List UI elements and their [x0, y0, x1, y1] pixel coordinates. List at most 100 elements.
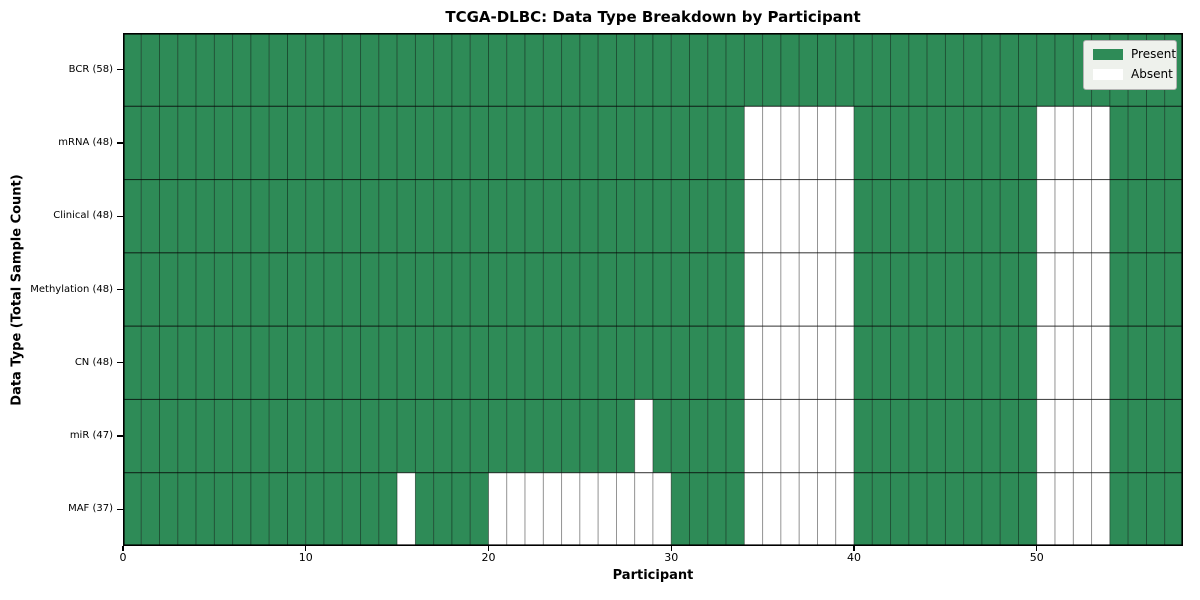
heatmap-cell — [287, 398, 307, 474]
heatmap-cell — [798, 325, 818, 400]
heatmap-cell — [871, 325, 892, 400]
heatmap-cell — [853, 325, 873, 400]
heatmap-cell — [762, 398, 782, 474]
heatmap-cell — [561, 252, 581, 327]
heatmap-cell — [524, 33, 544, 107]
heatmap-cell — [1091, 105, 1111, 181]
heatmap-cell — [232, 105, 252, 181]
heatmap-cell — [1164, 398, 1183, 474]
heatmap-cell — [780, 33, 800, 107]
heatmap-cell — [634, 33, 654, 107]
heatmap-cell — [762, 179, 782, 254]
y-tick-mark — [117, 142, 123, 144]
heatmap-cell — [670, 179, 691, 254]
heatmap-cell — [963, 33, 983, 107]
heatmap-cell — [1127, 105, 1147, 181]
heatmap-cell — [1018, 325, 1038, 400]
heatmap-cell — [743, 398, 764, 474]
heatmap-cell — [1109, 105, 1129, 181]
heatmap-cell — [378, 179, 398, 254]
heatmap-cell — [670, 105, 691, 181]
heatmap-cell — [177, 472, 197, 546]
plot-area — [123, 33, 1183, 546]
heatmap-cell — [670, 33, 691, 107]
heatmap-cell — [798, 105, 818, 181]
heatmap-cell — [268, 33, 288, 107]
heatmap-cell — [123, 325, 142, 400]
heatmap-cell — [140, 252, 161, 327]
heatmap-cell — [341, 33, 362, 107]
heatmap-cell — [963, 398, 983, 474]
heatmap-cell — [1091, 398, 1111, 474]
heatmap-cell — [798, 252, 818, 327]
heatmap-cell — [1164, 472, 1183, 546]
heatmap-cell — [140, 179, 161, 254]
heatmap-cell — [451, 105, 471, 181]
heatmap-cell — [451, 472, 471, 546]
heatmap-cell — [305, 179, 325, 254]
heatmap-cell — [177, 105, 197, 181]
heatmap-cell — [1072, 398, 1093, 474]
x-tick-mark — [670, 546, 672, 551]
heatmap-cell — [232, 325, 252, 400]
heatmap-cell — [871, 105, 892, 181]
y-tick-label: Clinical (48) — [53, 210, 113, 222]
heatmap-cell — [1127, 179, 1147, 254]
heatmap-cell — [195, 33, 215, 107]
heatmap-cell — [396, 105, 416, 181]
heatmap-cell — [159, 398, 179, 474]
heatmap-cell — [542, 472, 563, 546]
x-tick-mark — [122, 546, 124, 551]
heatmap-cell — [177, 179, 197, 254]
y-tick-label: MAF (37) — [68, 503, 113, 515]
heatmap-cell — [616, 398, 636, 474]
heatmap-cell — [999, 33, 1019, 107]
heatmap-cell — [268, 325, 288, 400]
heatmap-cell — [908, 179, 928, 254]
heatmap-cell — [725, 252, 745, 327]
heatmap-cell — [378, 325, 398, 400]
heatmap-cell — [414, 33, 435, 107]
heatmap-cell — [926, 33, 946, 107]
heatmap-cell — [780, 325, 800, 400]
heatmap-cell — [926, 105, 946, 181]
heatmap-grid — [123, 33, 1183, 546]
heatmap-cell — [378, 33, 398, 107]
heatmap-cell — [871, 33, 892, 107]
heatmap-cell — [414, 398, 435, 474]
heatmap-cell — [999, 105, 1019, 181]
heatmap-cell — [707, 472, 727, 546]
heatmap-cell — [597, 472, 617, 546]
heatmap-cell — [469, 398, 489, 474]
heatmap-cell — [469, 325, 489, 400]
heatmap-cell — [579, 252, 599, 327]
heatmap-cell — [762, 325, 782, 400]
heatmap-cell — [597, 179, 617, 254]
heatmap-cell — [963, 179, 983, 254]
heatmap-cell — [451, 33, 471, 107]
heatmap-cell — [140, 325, 161, 400]
x-tick-mark — [305, 546, 307, 551]
heatmap-cell — [890, 252, 910, 327]
heatmap-cell — [1018, 472, 1038, 546]
heatmap-cell — [890, 472, 910, 546]
heatmap-cell — [725, 179, 745, 254]
heatmap-cell — [433, 252, 453, 327]
heatmap-cell — [853, 472, 873, 546]
heatmap-cell — [652, 33, 672, 107]
heatmap-cell — [780, 472, 800, 546]
heatmap-cell — [1091, 325, 1111, 400]
heatmap-cell — [1036, 179, 1056, 254]
heatmap-cell — [561, 179, 581, 254]
heatmap-cell — [524, 105, 544, 181]
heatmap-cell — [396, 325, 416, 400]
heatmap-cell — [488, 252, 508, 327]
heatmap-cell — [890, 105, 910, 181]
heatmap-cell — [232, 179, 252, 254]
heatmap-cell — [195, 472, 215, 546]
heatmap-cell — [616, 325, 636, 400]
heatmap-cell — [853, 33, 873, 107]
heatmap-cell — [762, 252, 782, 327]
heatmap-cell — [287, 33, 307, 107]
heatmap-cell — [981, 105, 1001, 181]
